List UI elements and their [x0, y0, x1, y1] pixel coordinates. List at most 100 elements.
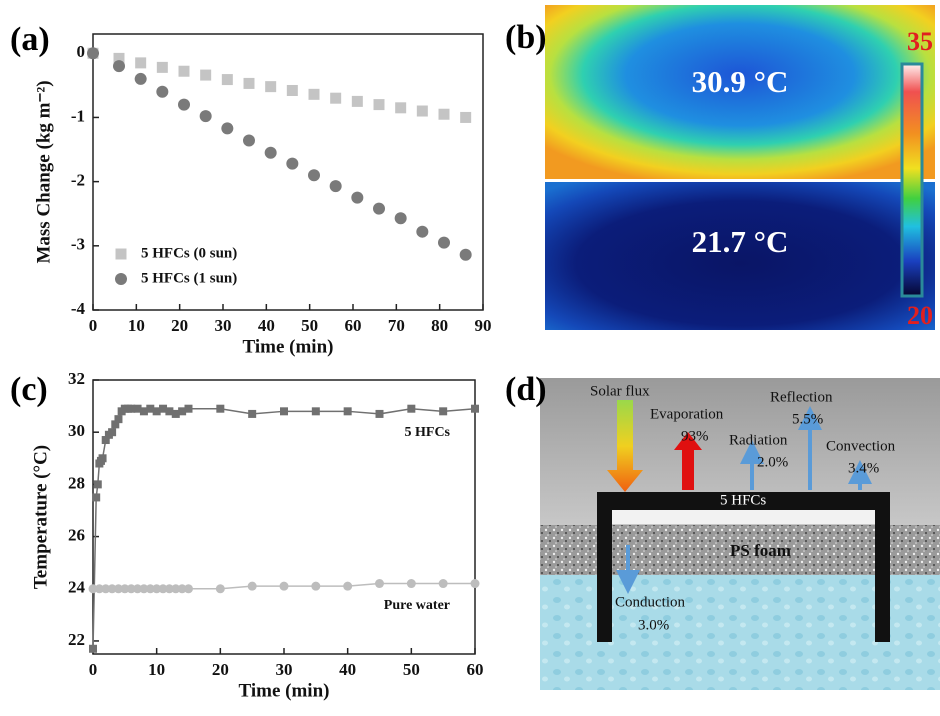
x-tick-label: 0: [89, 660, 98, 679]
data-point: [221, 74, 233, 86]
data-point: [120, 584, 130, 594]
y-axis-label: Temperature (°C): [30, 445, 51, 589]
data-point: [87, 47, 99, 60]
diagram-label: Evaporation: [650, 406, 724, 422]
diagram-label: Solar flux: [590, 383, 650, 399]
data-point: [308, 169, 320, 182]
data-point: [243, 77, 255, 89]
data-point: [177, 584, 187, 594]
diagram-label: PS foam: [730, 541, 791, 560]
data-point: [286, 157, 299, 170]
upper-thermal: [545, 5, 935, 179]
data-point: [343, 407, 352, 416]
data-point: [107, 584, 117, 594]
colorbar-max: 35: [907, 27, 933, 56]
x-tick-label: 40: [258, 316, 275, 335]
y-tick-label: 28: [68, 473, 85, 492]
evaporation-arrow: [674, 432, 702, 490]
data-point: [265, 81, 277, 93]
panel-label: (b): [505, 19, 547, 56]
y-tick-label: 30: [68, 421, 85, 440]
data-point: [111, 420, 120, 429]
data-point: [221, 122, 234, 135]
data-point: [248, 409, 257, 418]
data-point: [159, 404, 168, 413]
data-point: [351, 191, 364, 204]
x-tick-label: 10: [148, 660, 165, 679]
diagram-label: Conduction: [615, 594, 685, 610]
y-axis-label: Mass Change (kg m⁻²): [33, 80, 54, 263]
data-point: [92, 493, 101, 502]
data-point: [439, 407, 448, 416]
series-label: Pure water: [384, 598, 450, 613]
series-line: [92, 407, 476, 649]
y-tick-label: 24: [68, 578, 86, 597]
data-point: [351, 95, 363, 107]
x-tick-label: 90: [475, 316, 492, 335]
x-tick-label: 0: [89, 316, 98, 335]
diagram-label: Reflection: [770, 389, 833, 405]
x-tick-label: 80: [431, 316, 448, 335]
data-point: [133, 404, 142, 413]
data-point: [158, 584, 168, 594]
thermal-image: (b) 30.9 °C 21.7 °C 35 20: [505, 5, 935, 330]
data-point: [135, 57, 147, 69]
data-point: [470, 579, 480, 589]
diagram-label: Convection: [826, 438, 896, 454]
data-point: [93, 480, 102, 489]
data-point: [406, 579, 416, 589]
y-tick-label: 32: [68, 369, 85, 388]
y-tick-label: -1: [71, 106, 85, 125]
data-point: [113, 60, 125, 73]
data-point: [156, 85, 169, 98]
leg: [875, 510, 890, 642]
data-point: [329, 180, 342, 193]
x-tick-label: 60: [345, 316, 362, 335]
data-point: [280, 407, 288, 416]
data-point: [247, 581, 257, 591]
diagram-label: 5 HFCs: [720, 492, 766, 508]
x-tick-label: 50: [403, 660, 420, 679]
data-point: [184, 584, 193, 594]
data-point: [127, 404, 136, 413]
data-point: [164, 584, 174, 594]
data-point: [134, 72, 147, 85]
data-point: [438, 579, 448, 589]
diagram-label: 5.5%: [792, 411, 823, 427]
data-point: [416, 105, 428, 117]
data-point: [171, 584, 181, 594]
lower-thermal: [545, 182, 935, 330]
data-point: [407, 404, 416, 413]
data-point: [113, 584, 123, 594]
panel-label: (a): [10, 21, 50, 58]
x-tick-label: 30: [276, 660, 293, 679]
y-tick-label: 22: [68, 630, 85, 649]
x-tick-label: 60: [467, 660, 484, 679]
diagram-label: 3.4%: [848, 460, 879, 476]
data-point: [152, 407, 161, 416]
leg: [597, 510, 612, 642]
data-point: [200, 69, 212, 81]
data-point: [139, 407, 148, 416]
data-point: [308, 88, 320, 100]
data-point: [145, 584, 155, 594]
data-point: [416, 225, 429, 238]
x-tick-label: 20: [212, 660, 229, 679]
absorber: [597, 492, 890, 510]
data-point: [343, 581, 353, 591]
data-point: [460, 111, 472, 123]
diagram-label: 2.0%: [757, 454, 788, 470]
data-point: [279, 581, 289, 591]
temperature-label: 21.7 °C: [692, 224, 789, 259]
data-point: [171, 409, 180, 418]
y-tick-label: 26: [68, 525, 85, 544]
data-point: [139, 584, 149, 594]
data-point: [264, 146, 277, 159]
diagram-label: 3.0%: [638, 617, 669, 633]
data-point: [330, 92, 342, 104]
charts: (a) 0 10 20 30 40 50 60 70 80 90 0 -1 -2 -3 -4 Time (min…: [10, 21, 492, 702]
data-point: [471, 404, 479, 413]
data-point: [152, 584, 162, 594]
